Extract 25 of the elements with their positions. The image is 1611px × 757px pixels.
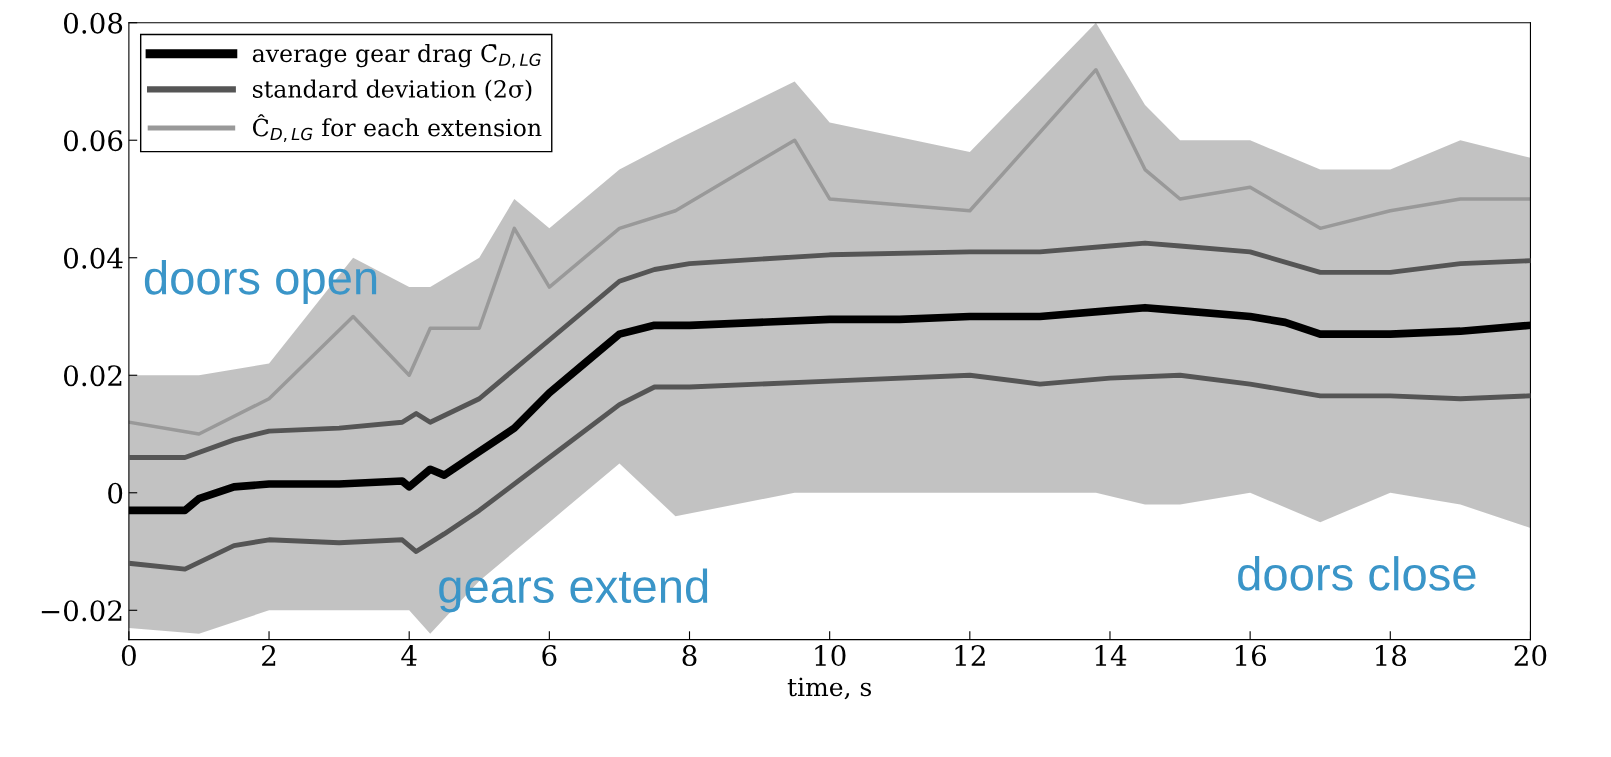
annotation: doors open (144, 259, 377, 304)
y-tick-label: −0.02 (41, 600, 122, 622)
x-tick-label: 14 (1095, 645, 1127, 666)
line-series (128, 67, 1531, 436)
y-tick-label: 0.06 (64, 130, 123, 152)
x-tick-label: 10 (815, 645, 846, 667)
x-axis-title: time, s (787, 677, 872, 700)
y-tick-label: 0.02 (64, 365, 122, 387)
annotation: gears extend (439, 568, 708, 613)
legend-label: Ĉ$_{D,LG}$ for each extension (252, 114, 542, 142)
x-tick-label: 6 (542, 645, 557, 667)
x-tick-label: 18 (1376, 645, 1407, 667)
legend-label: standard deviation (2σ) (252, 79, 532, 102)
y-tick-label: 0.04 (64, 247, 123, 269)
x-tick-label: 16 (1235, 645, 1267, 667)
x-tick-label: 8 (682, 645, 697, 667)
x-tick-label: 20 (1514, 645, 1547, 667)
x-tick-label: 2 (262, 645, 276, 666)
y-tick-label: 0.08 (64, 12, 123, 34)
x-tick-label: 12 (955, 645, 985, 666)
x-tick-label: 4 (401, 645, 417, 666)
line-series (128, 240, 1531, 460)
y-tick-label: 0 (108, 482, 123, 504)
legend-label: average gear drag C̄$_{D,LG}$ (252, 43, 541, 68)
annotation: doors close (1238, 556, 1476, 591)
